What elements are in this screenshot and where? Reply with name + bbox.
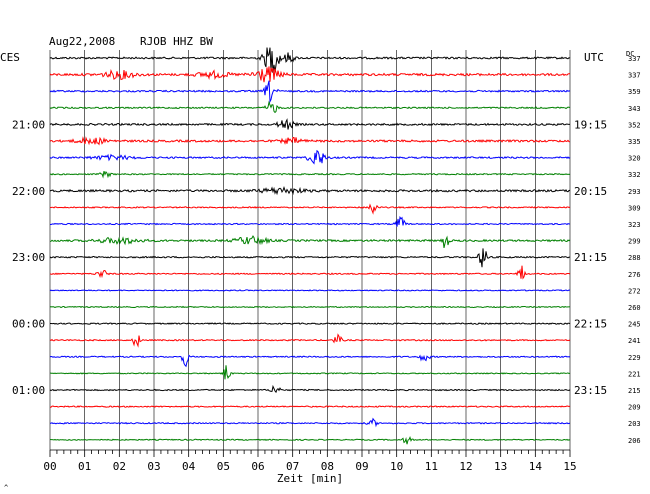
x-axis-title: Zeit [min] bbox=[277, 472, 343, 485]
dc-offset-label: 203 bbox=[628, 420, 641, 428]
dc-offset-label: 215 bbox=[628, 387, 641, 395]
x-tick-label: 00 bbox=[43, 460, 56, 473]
x-axis: 00 01 02 03 04 05 06 07 08 09 10 11 12 13 14 15 bbox=[43, 449, 577, 473]
right-time-label: 22:15 bbox=[574, 318, 607, 331]
x-tick-label: 08 bbox=[321, 460, 334, 473]
x-tick-label: 11 bbox=[425, 460, 438, 473]
chart-date: Aug22,2008 bbox=[49, 35, 115, 48]
dc-offset-label: 337 bbox=[628, 55, 641, 63]
trace-row-8 bbox=[49, 185, 571, 196]
dc-offset-label: 221 bbox=[628, 370, 641, 378]
x-tick-label: 05 bbox=[217, 460, 230, 473]
trace-row-13 bbox=[49, 265, 571, 280]
dc-offset-label: 352 bbox=[628, 121, 641, 129]
trace-row-15 bbox=[49, 305, 571, 309]
left-time-label: 21:00 bbox=[12, 118, 45, 131]
left-time-label: 01:00 bbox=[12, 384, 45, 397]
x-tick-label: 06 bbox=[251, 460, 264, 473]
dc-offset-label: 343 bbox=[628, 105, 641, 113]
row-labels: 21:00 22:00 23:00 00:00 01:00 19:15 20:15 21:15… bbox=[12, 55, 641, 445]
x-tick-label: 02 bbox=[113, 460, 126, 473]
dc-offset-label: 245 bbox=[628, 321, 641, 329]
trace-row-10 bbox=[50, 215, 571, 227]
left-time-label: 23:00 bbox=[12, 251, 45, 264]
dc-offset-label: 229 bbox=[628, 354, 641, 362]
left-time-label: 22:00 bbox=[12, 185, 45, 198]
trace-row-18 bbox=[49, 354, 571, 368]
dc-offset-label: 276 bbox=[628, 271, 641, 279]
corner-mark: ^ bbox=[4, 484, 8, 492]
trace-row-11 bbox=[49, 235, 571, 249]
chart-station: RJOB HHZ BW bbox=[140, 35, 213, 48]
trace-row-21 bbox=[49, 405, 571, 408]
trace-row-4 bbox=[49, 118, 571, 130]
trace-row-22 bbox=[50, 417, 571, 428]
x-tick-label: 03 bbox=[147, 460, 160, 473]
right-time-label: 21:15 bbox=[574, 251, 607, 264]
left-timezone-label: CES bbox=[0, 51, 20, 64]
dc-offset-label: 320 bbox=[628, 155, 641, 163]
trace-row-7 bbox=[49, 170, 571, 179]
trace-row-23 bbox=[49, 435, 571, 445]
trace-rows bbox=[49, 47, 571, 445]
x-tick-label: 07 bbox=[286, 460, 299, 473]
dc-offset-label: 260 bbox=[628, 304, 641, 312]
right-timezone-label: UTC bbox=[584, 51, 604, 64]
dc-offset-label: 323 bbox=[628, 221, 641, 229]
x-tick-label: 15 bbox=[563, 460, 576, 473]
dc-offset-label: 309 bbox=[628, 204, 641, 212]
right-time-label: 20:15 bbox=[574, 185, 607, 198]
trace-row-5 bbox=[49, 136, 571, 146]
x-tick-label: 09 bbox=[355, 460, 368, 473]
dc-offset-label: 272 bbox=[628, 287, 641, 295]
dc-offset-label: 359 bbox=[628, 88, 641, 96]
trace-row-3 bbox=[49, 100, 571, 114]
trace-row-19 bbox=[50, 365, 571, 380]
dc-offset-label: 299 bbox=[628, 238, 641, 246]
trace-row-14 bbox=[49, 289, 571, 292]
dc-offset-label: 337 bbox=[628, 72, 641, 80]
right-time-label: 23:15 bbox=[574, 384, 607, 397]
trace-row-6 bbox=[49, 149, 571, 165]
trace-row-1 bbox=[49, 66, 570, 83]
x-tick-label: 10 bbox=[390, 460, 403, 473]
x-tick-label: 13 bbox=[494, 460, 507, 473]
x-tick-label: 01 bbox=[78, 460, 91, 473]
x-tick-label: 04 bbox=[182, 460, 196, 473]
dc-offset-label: 332 bbox=[628, 171, 641, 179]
dc-offset-label: 288 bbox=[628, 254, 641, 262]
dc-offset-label: 335 bbox=[628, 138, 641, 146]
left-time-label: 00:00 bbox=[12, 318, 45, 331]
dc-column-label: DC bbox=[626, 50, 634, 58]
dc-offset-label: 206 bbox=[628, 437, 641, 445]
trace-row-20 bbox=[49, 384, 571, 394]
dc-offset-label: 293 bbox=[628, 188, 641, 196]
dc-offset-label: 209 bbox=[628, 404, 641, 412]
trace-row-17 bbox=[49, 333, 571, 348]
dc-offset-label: 241 bbox=[628, 337, 641, 345]
trace-row-12 bbox=[49, 248, 570, 268]
time-grid bbox=[49, 50, 571, 450]
trace-row-16 bbox=[50, 322, 571, 325]
x-tick-label: 12 bbox=[459, 460, 472, 473]
trace-row-2 bbox=[49, 80, 571, 104]
trace-row-9 bbox=[49, 203, 571, 215]
x-tick-label: 14 bbox=[529, 460, 543, 473]
trace-row-0 bbox=[49, 47, 571, 74]
right-time-label: 19:15 bbox=[574, 118, 607, 131]
